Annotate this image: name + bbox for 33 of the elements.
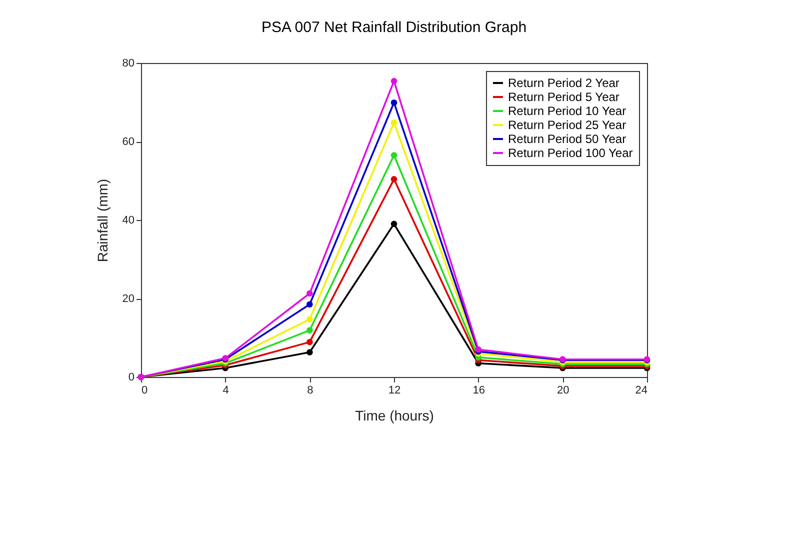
chart-title: PSA 007 Net Rainfall Distribution Graph	[261, 19, 527, 36]
point	[306, 290, 313, 297]
point	[390, 120, 398, 126]
y-tick-label: 60	[122, 136, 134, 148]
y-tick-label: 0	[128, 372, 134, 384]
x-axis-title: Time (hours)	[355, 408, 434, 424]
legend-label: Return Period 100 Year	[508, 146, 633, 160]
legend-label: Return Period 50 Year	[508, 132, 626, 146]
point	[306, 301, 313, 308]
legend-label: Return Period 5 Year	[508, 90, 620, 104]
y-tick-label: 80	[122, 58, 134, 70]
x-tick-label: 20	[557, 384, 570, 396]
point	[390, 152, 398, 158]
point	[390, 99, 398, 106]
y-tick-label: 40	[122, 214, 134, 226]
x-tick-label: 16	[472, 384, 485, 396]
point	[390, 78, 398, 84]
y-axis-title: Rainfall (mm)	[94, 178, 110, 262]
y-tick-label: 20	[122, 293, 134, 305]
x-tick-label: 0	[142, 384, 148, 396]
point	[390, 176, 398, 182]
x-tick-label: 24	[635, 384, 648, 396]
point	[306, 349, 313, 356]
x-tick-label: 12	[388, 384, 401, 396]
legend-label: Return Period 2 Year	[508, 76, 620, 90]
point	[390, 220, 398, 228]
point	[306, 327, 313, 334]
x-tick-label: 8	[307, 384, 314, 396]
point	[306, 338, 313, 346]
x-tick-label: 4	[222, 384, 229, 396]
legend-label: Return Period 10 Year	[508, 104, 626, 118]
point	[306, 316, 313, 322]
legend-label: Return Period 25 Year	[508, 118, 626, 132]
